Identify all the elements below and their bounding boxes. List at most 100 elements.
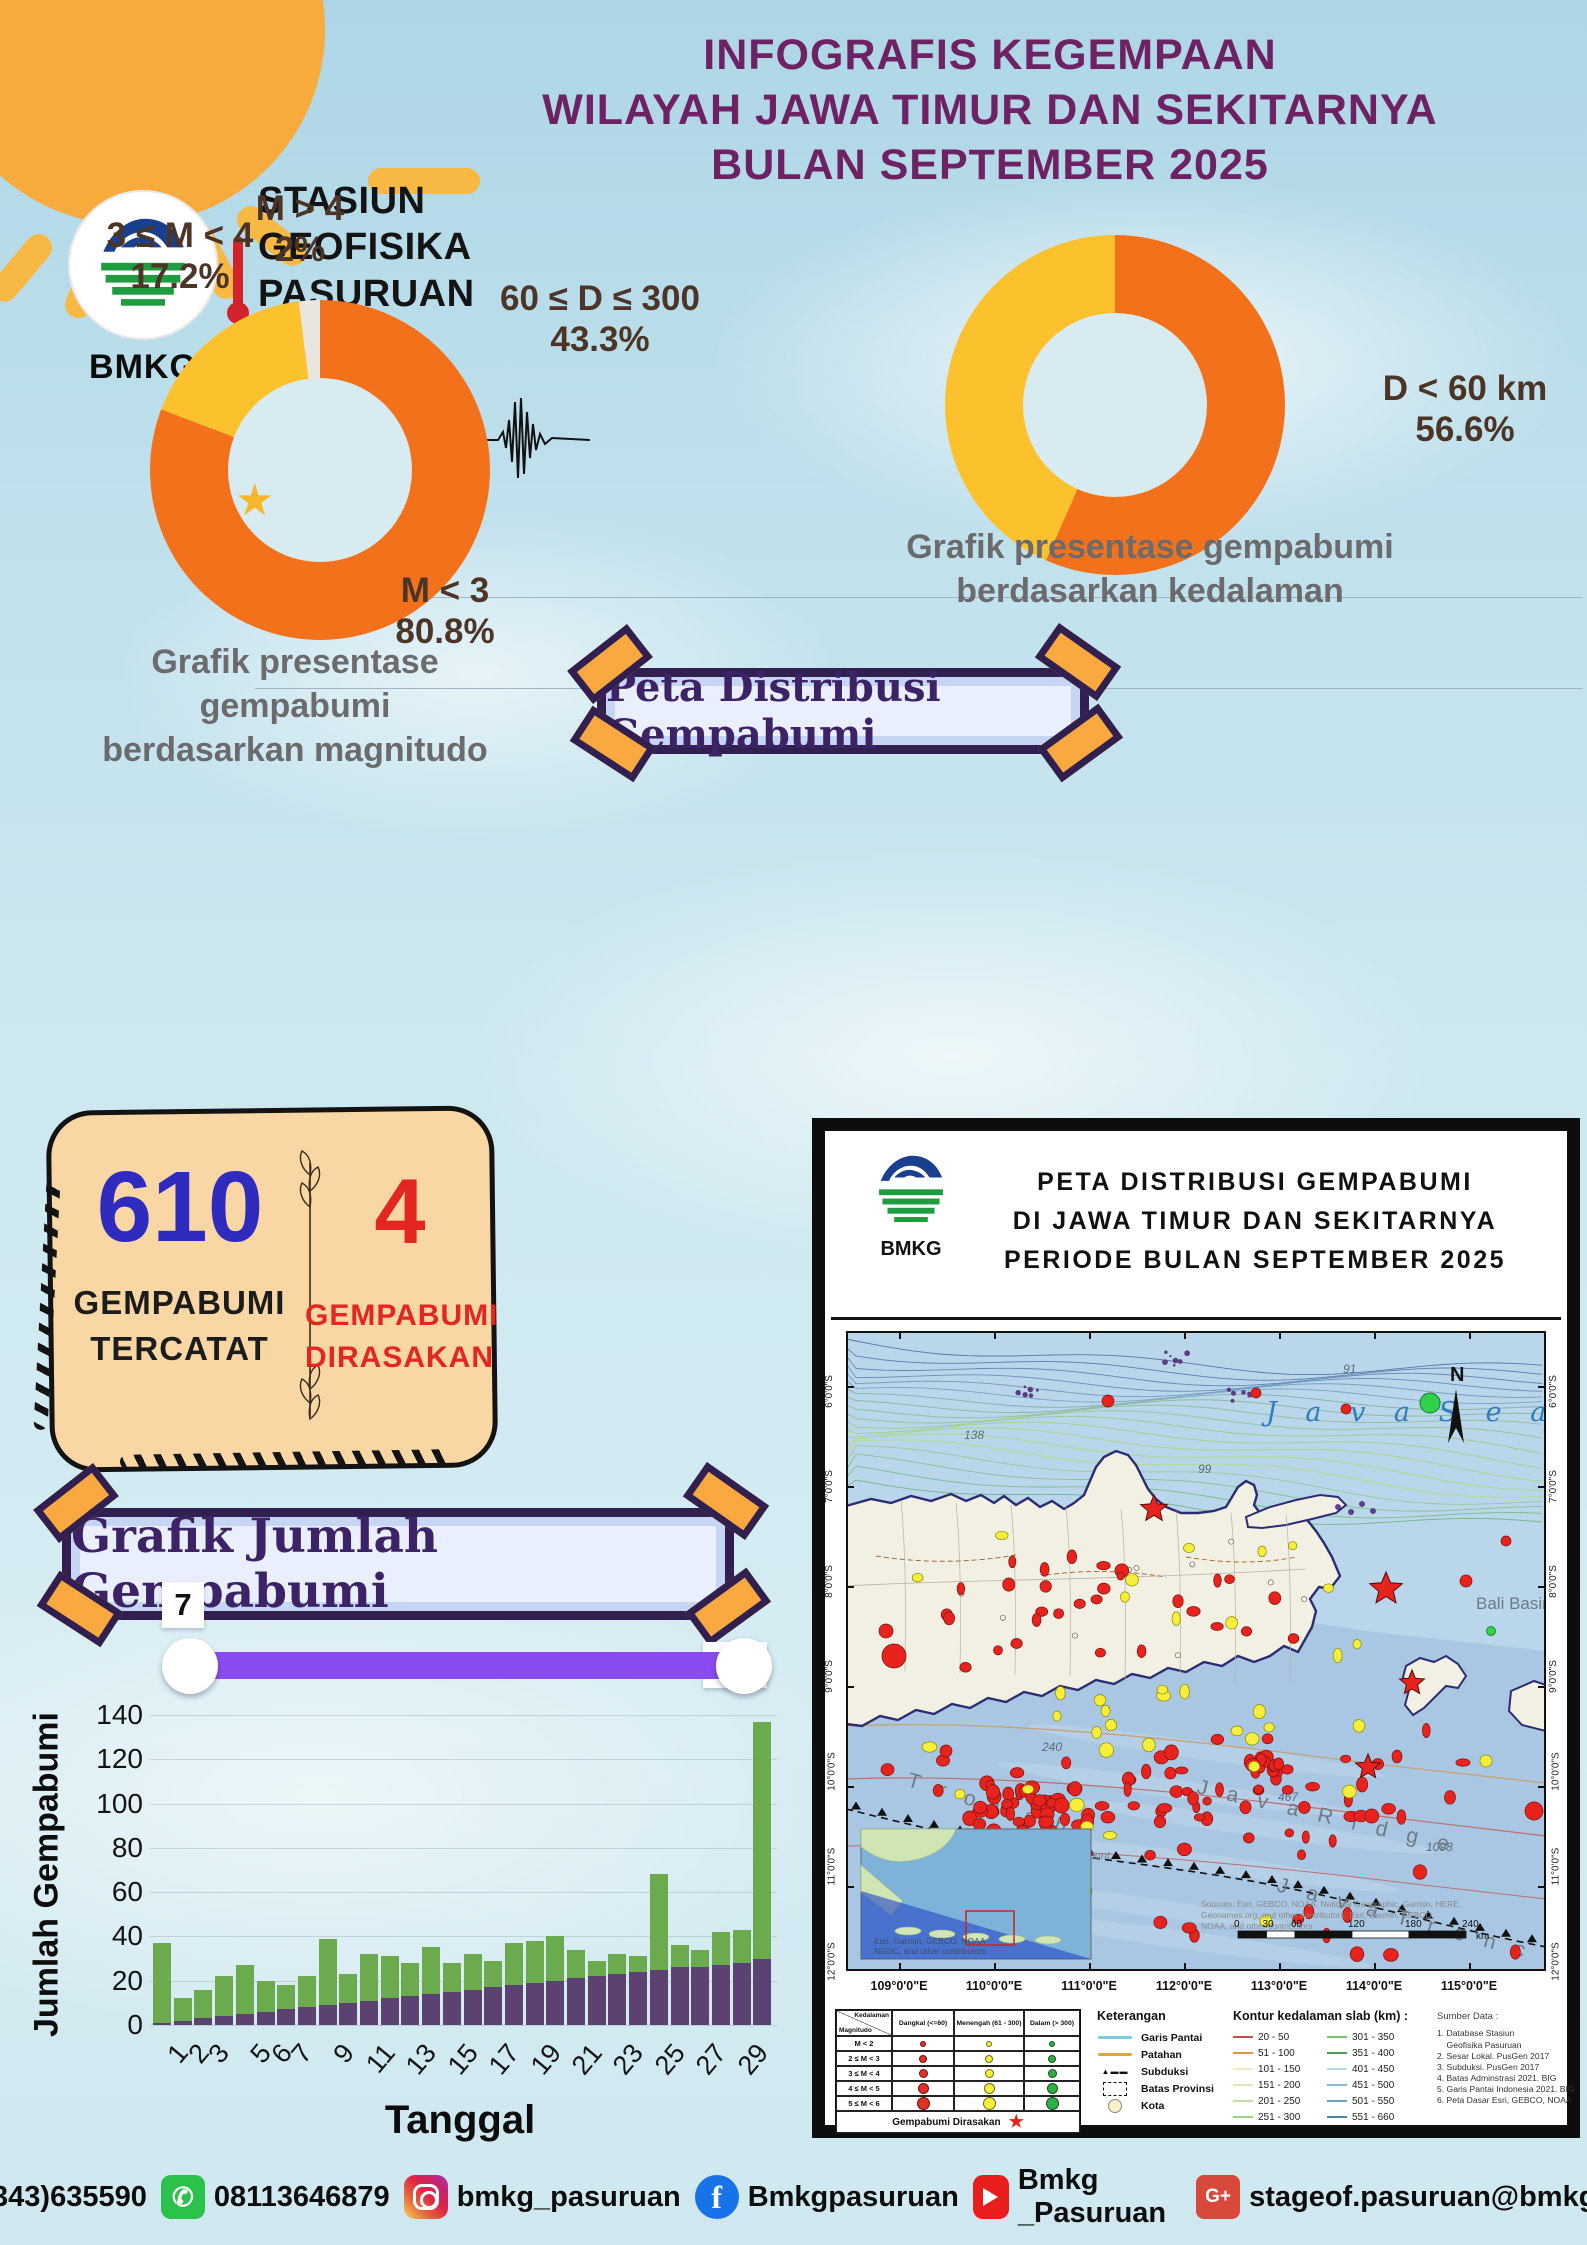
bar-segment-purple bbox=[463, 1989, 482, 2025]
legend-dot-cell bbox=[954, 2066, 1024, 2081]
map-bmkg-logo: BMKG bbox=[851, 1149, 971, 1261]
footer-contact-gplus[interactable]: G+stageof.pasuruan@bmkg.go.id bbox=[1196, 2175, 1587, 2219]
footer-contact-youtube[interactable]: Bmkg _Pasuruan bbox=[972, 2164, 1182, 2230]
bar-segment-green bbox=[215, 1976, 234, 2017]
lat-label: 7°0'0"S bbox=[823, 1470, 835, 1503]
bar-segment-purple bbox=[256, 2011, 275, 2025]
footer-contacts: ✆(0343)635590✆08113646879bmkg_pasuruanfB… bbox=[0, 2152, 1587, 2242]
bar-segment-green bbox=[504, 1943, 523, 1986]
kontur-color-icon bbox=[1233, 2083, 1253, 2087]
svg-text:0: 0 bbox=[1234, 1919, 1240, 1930]
bar-segment-green bbox=[753, 1721, 772, 1959]
lat-label: 6°0'0"S bbox=[1547, 1375, 1559, 1408]
gridline bbox=[149, 1980, 777, 1982]
kontur-item: 101 - 150 bbox=[1233, 2061, 1327, 2077]
bar-segment-purple bbox=[297, 2007, 316, 2025]
bar-segment-purple bbox=[484, 1987, 503, 2025]
bar-segment-green bbox=[691, 1949, 710, 1968]
bmkg-logo-graphic bbox=[101, 218, 185, 306]
leader-line-1 bbox=[242, 597, 1582, 598]
depth-label-mid: 60 ≤ D ≤ 300 43.3% bbox=[500, 279, 700, 360]
footer-contact-whatsapp[interactable]: ✆ 08113646879 bbox=[160, 2175, 390, 2219]
facebook-icon: f bbox=[694, 2175, 739, 2219]
keterangan-item: Batas Provinsi bbox=[1097, 2080, 1227, 2097]
depth-label-shallow: D < 60 km 56.6% bbox=[1382, 369, 1548, 450]
kontur-item: 201 - 250 bbox=[1233, 2093, 1327, 2109]
legend-row-label: 4 ≤ M < 5 bbox=[836, 2081, 892, 2096]
instagram-icon bbox=[403, 2175, 448, 2219]
kontur-color-icon bbox=[1233, 2051, 1253, 2055]
bar-segment-purple bbox=[277, 2009, 296, 2025]
bar-segment-purple bbox=[380, 1998, 399, 2025]
title-line-3: BULAN SEPTEMBER 2025 bbox=[711, 141, 1269, 190]
keterangan-item: Garis Pantai bbox=[1097, 2029, 1227, 2046]
bar-segment-purple bbox=[173, 2020, 192, 2025]
map-title: PETA DISTRIBUSI GEMPABUMI DI JAWA TIMUR … bbox=[1003, 1168, 1507, 1274]
svg-text:467: 467 bbox=[1278, 1790, 1299, 1804]
lon-label: 113°0'0"E bbox=[1250, 1979, 1308, 1993]
kontur-color-icon bbox=[1327, 2115, 1347, 2119]
slider-handle-right[interactable] bbox=[716, 1638, 772, 1694]
kontur-color-icon bbox=[1327, 2083, 1347, 2087]
bar-segment-green bbox=[670, 1945, 689, 1968]
felt-label: GEMPABUMI DIRASAKAN bbox=[305, 1299, 499, 1374]
lat-label: 8°0'0"S bbox=[823, 1565, 835, 1598]
station-line: STASIUN bbox=[258, 180, 426, 222]
legend-col-header: Dangkal (<=60) bbox=[892, 2010, 954, 2036]
gplus-icon: G+ bbox=[1196, 2175, 1241, 2219]
footer-contact-phone[interactable]: ✆(0343)635590 bbox=[0, 2175, 147, 2219]
lon-label: 112°0'0"E bbox=[1155, 1979, 1213, 1993]
bar-segment-green bbox=[173, 1998, 192, 2021]
depth-donut-chart bbox=[945, 235, 1285, 575]
bar-segment-green bbox=[711, 1931, 730, 1966]
gridline bbox=[149, 2025, 777, 2026]
slider-handle-left[interactable] bbox=[162, 1638, 218, 1694]
svg-text:99: 99 bbox=[1198, 1462, 1212, 1476]
sumber-title: Sumber Data : bbox=[1437, 2011, 1499, 2022]
bar-segment-green bbox=[194, 1989, 213, 2019]
legend-corner: Kedalaman Magnitudo bbox=[836, 2010, 892, 2036]
gridline bbox=[149, 1803, 777, 1805]
svg-text:91: 91 bbox=[1343, 1362, 1356, 1376]
recorded-label: GEMPABUMI TERCATAT bbox=[73, 1284, 286, 1368]
y-tick-label: 120 bbox=[96, 1743, 143, 1775]
map-logo-text: BMKG bbox=[880, 1238, 942, 1260]
legend-dot-cell bbox=[954, 2081, 1024, 2096]
lat-label: 10°0'0"S bbox=[1550, 1752, 1562, 1791]
legend-dot-cell bbox=[892, 2066, 954, 2081]
keterangan-sample-icon bbox=[1097, 2081, 1133, 2096]
lat-label: 9°0'0"S bbox=[823, 1660, 835, 1693]
gridline bbox=[149, 1714, 777, 1716]
bar-segment-purple bbox=[422, 1993, 441, 2025]
bar-segment-purple bbox=[629, 1971, 648, 2025]
bar-segment-purple bbox=[670, 1967, 689, 2025]
plant-divider-icon bbox=[299, 1150, 321, 1421]
bar-segment-purple bbox=[711, 1965, 730, 2025]
footer-contact-text: 08113646879 bbox=[213, 2180, 390, 2213]
lon-label: 115°0'0"E bbox=[1440, 1979, 1498, 1993]
footer-contact-instagram[interactable]: bmkg_pasuruan bbox=[403, 2175, 681, 2219]
kontur-color-icon bbox=[1233, 2115, 1253, 2119]
bar-segment-green bbox=[567, 1949, 585, 1979]
y-tick-label: 0 bbox=[127, 2009, 143, 2040]
felt-count: 4 bbox=[374, 1161, 426, 1263]
kontur-item: 151 - 200 bbox=[1233, 2077, 1327, 2093]
map-panel-inner: BMKG PETA DISTRIBUSI GEMPABUMI DI JAWA T… bbox=[823, 1131, 1575, 2134]
bar-segment-purple bbox=[608, 1974, 627, 2025]
footer-contact-facebook[interactable]: f Bmkgpasuruan bbox=[694, 2175, 959, 2219]
legend-row-label: 5 ≤ M < 6 bbox=[836, 2096, 892, 2111]
svg-text:60: 60 bbox=[1291, 1919, 1303, 1930]
svg-text:240: 240 bbox=[1462, 1919, 1479, 1930]
legend-col-header: Menengah (61 - 300) bbox=[954, 2010, 1024, 2036]
slider-track[interactable] bbox=[185, 1652, 745, 1679]
lat-label: 9°0'0"S bbox=[1547, 1660, 1559, 1693]
keterangan-sample-icon bbox=[1097, 2052, 1133, 2057]
svg-text:138: 138 bbox=[964, 1428, 984, 1442]
bar-segment-purple bbox=[691, 1967, 710, 2025]
bar-segment-green bbox=[235, 1965, 254, 2014]
magnitude-donut-chart: ★ bbox=[150, 300, 490, 640]
sumber-item: 1. Database Stasiun bbox=[1437, 2028, 1515, 2039]
svg-text:km: km bbox=[1476, 1931, 1489, 1942]
svg-text:180: 180 bbox=[1405, 1919, 1422, 1930]
bar-segment-green bbox=[339, 1974, 358, 2003]
